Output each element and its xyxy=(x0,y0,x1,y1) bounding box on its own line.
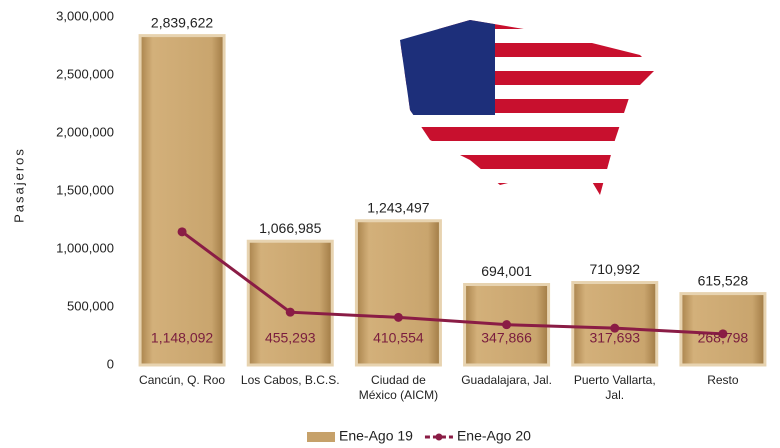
x-tick-label: Puerto Vallarta, Jal. xyxy=(573,373,656,402)
line-marker xyxy=(393,312,403,322)
line-marker xyxy=(177,227,187,237)
line-marker xyxy=(610,323,620,333)
x-tick-label-box: Cancún, Q. Roo xyxy=(139,373,226,387)
legend-swatch-marker xyxy=(435,433,443,441)
line-value-label: 317,693 xyxy=(589,330,640,346)
y-tick-label: 500,000 xyxy=(67,298,114,313)
x-tick-label-box: Resto xyxy=(707,373,739,387)
line-value-label: 455,293 xyxy=(265,330,316,346)
bar-value-label: 1,066,985 xyxy=(259,220,321,236)
line-value-label: 1,148,092 xyxy=(151,330,213,346)
bar xyxy=(246,239,334,367)
line-marker xyxy=(285,307,295,317)
line-marker xyxy=(502,320,512,330)
y-tick-label: 2,500,000 xyxy=(56,66,114,81)
legend-label: Ene-Ago 19 xyxy=(339,428,413,444)
bar-value-label: 2,839,622 xyxy=(151,14,213,30)
x-tick-label-box: Los Cabos, B.C.S. xyxy=(240,373,340,387)
x-tick-label: Cancún, Q. Roo xyxy=(139,373,226,387)
bar xyxy=(354,219,442,367)
y-tick-label: 0 xyxy=(107,356,114,371)
bar xyxy=(679,292,767,367)
bar-value-label: 1,243,497 xyxy=(367,199,429,215)
flag-image xyxy=(400,20,655,195)
line-value-label: 347,866 xyxy=(481,330,532,346)
x-tick-label-box: Puerto Vallarta, Jal. xyxy=(573,373,656,402)
x-tick-label: Los Cabos, B.C.S. xyxy=(240,373,340,387)
bar-value-label: 615,528 xyxy=(698,272,749,288)
x-tick-label: Ciudad de México (AICM) xyxy=(358,373,439,402)
y-tick-label: 1,000,000 xyxy=(56,240,114,255)
line-value-label: 410,554 xyxy=(373,330,424,346)
x-tick-label-box: Guadalajara, Jal. xyxy=(461,373,552,387)
legend-swatch xyxy=(307,432,335,442)
x-tick-label-box: Ciudad de México (AICM) xyxy=(358,373,439,402)
y-tick-label: 2,000,000 xyxy=(56,124,114,139)
legend-label: Ene-Ago 20 xyxy=(457,428,531,444)
legend: Ene-Ago 19 Ene-Ago 20 xyxy=(307,428,531,444)
y-tick-label: 3,000,000 xyxy=(56,8,114,23)
bar xyxy=(138,34,226,367)
line-value-label: 268,798 xyxy=(698,330,749,346)
bar-value-label: 710,992 xyxy=(589,261,640,277)
y-axis-label: Pasajeros xyxy=(11,147,26,223)
line xyxy=(181,230,723,336)
x-tick-label: Guadalajara, Jal. xyxy=(461,373,552,387)
y-tick-label: 1,500,000 xyxy=(56,182,114,197)
bar-value-label: 694,001 xyxy=(481,263,532,279)
line-marker xyxy=(718,329,728,339)
x-tick-label: Resto xyxy=(707,373,739,387)
